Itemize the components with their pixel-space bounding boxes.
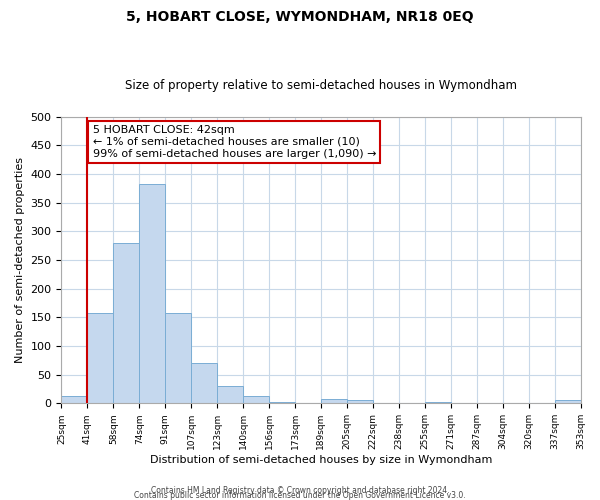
X-axis label: Distribution of semi-detached houses by size in Wymondham: Distribution of semi-detached houses by … (150, 455, 492, 465)
Bar (425, 402, 451, 404)
Bar (347, 400, 373, 404)
Title: Size of property relative to semi-detached houses in Wymondham: Size of property relative to semi-detach… (125, 79, 517, 92)
Text: 5 HOBART CLOSE: 42sqm
← 1% of semi-detached houses are smaller (10)
99% of semi-: 5 HOBART CLOSE: 42sqm ← 1% of semi-detac… (92, 126, 376, 158)
Bar (554, 400, 581, 404)
Bar (191, 362, 217, 404)
Bar (113, 243, 139, 404)
Bar (217, 386, 243, 404)
Bar (269, 402, 295, 404)
Y-axis label: Number of semi-detached properties: Number of semi-detached properties (15, 157, 25, 363)
Bar (321, 400, 347, 404)
Bar (243, 396, 269, 404)
Bar (139, 184, 165, 404)
Text: Contains HM Land Registry data © Crown copyright and database right 2024.: Contains HM Land Registry data © Crown c… (151, 486, 449, 495)
Bar (88, 313, 113, 404)
Bar (61, 396, 88, 404)
Text: Contains public sector information licensed under the Open Government Licence v3: Contains public sector information licen… (134, 491, 466, 500)
Bar (165, 314, 191, 404)
Text: 5, HOBART CLOSE, WYMONDHAM, NR18 0EQ: 5, HOBART CLOSE, WYMONDHAM, NR18 0EQ (126, 10, 474, 24)
